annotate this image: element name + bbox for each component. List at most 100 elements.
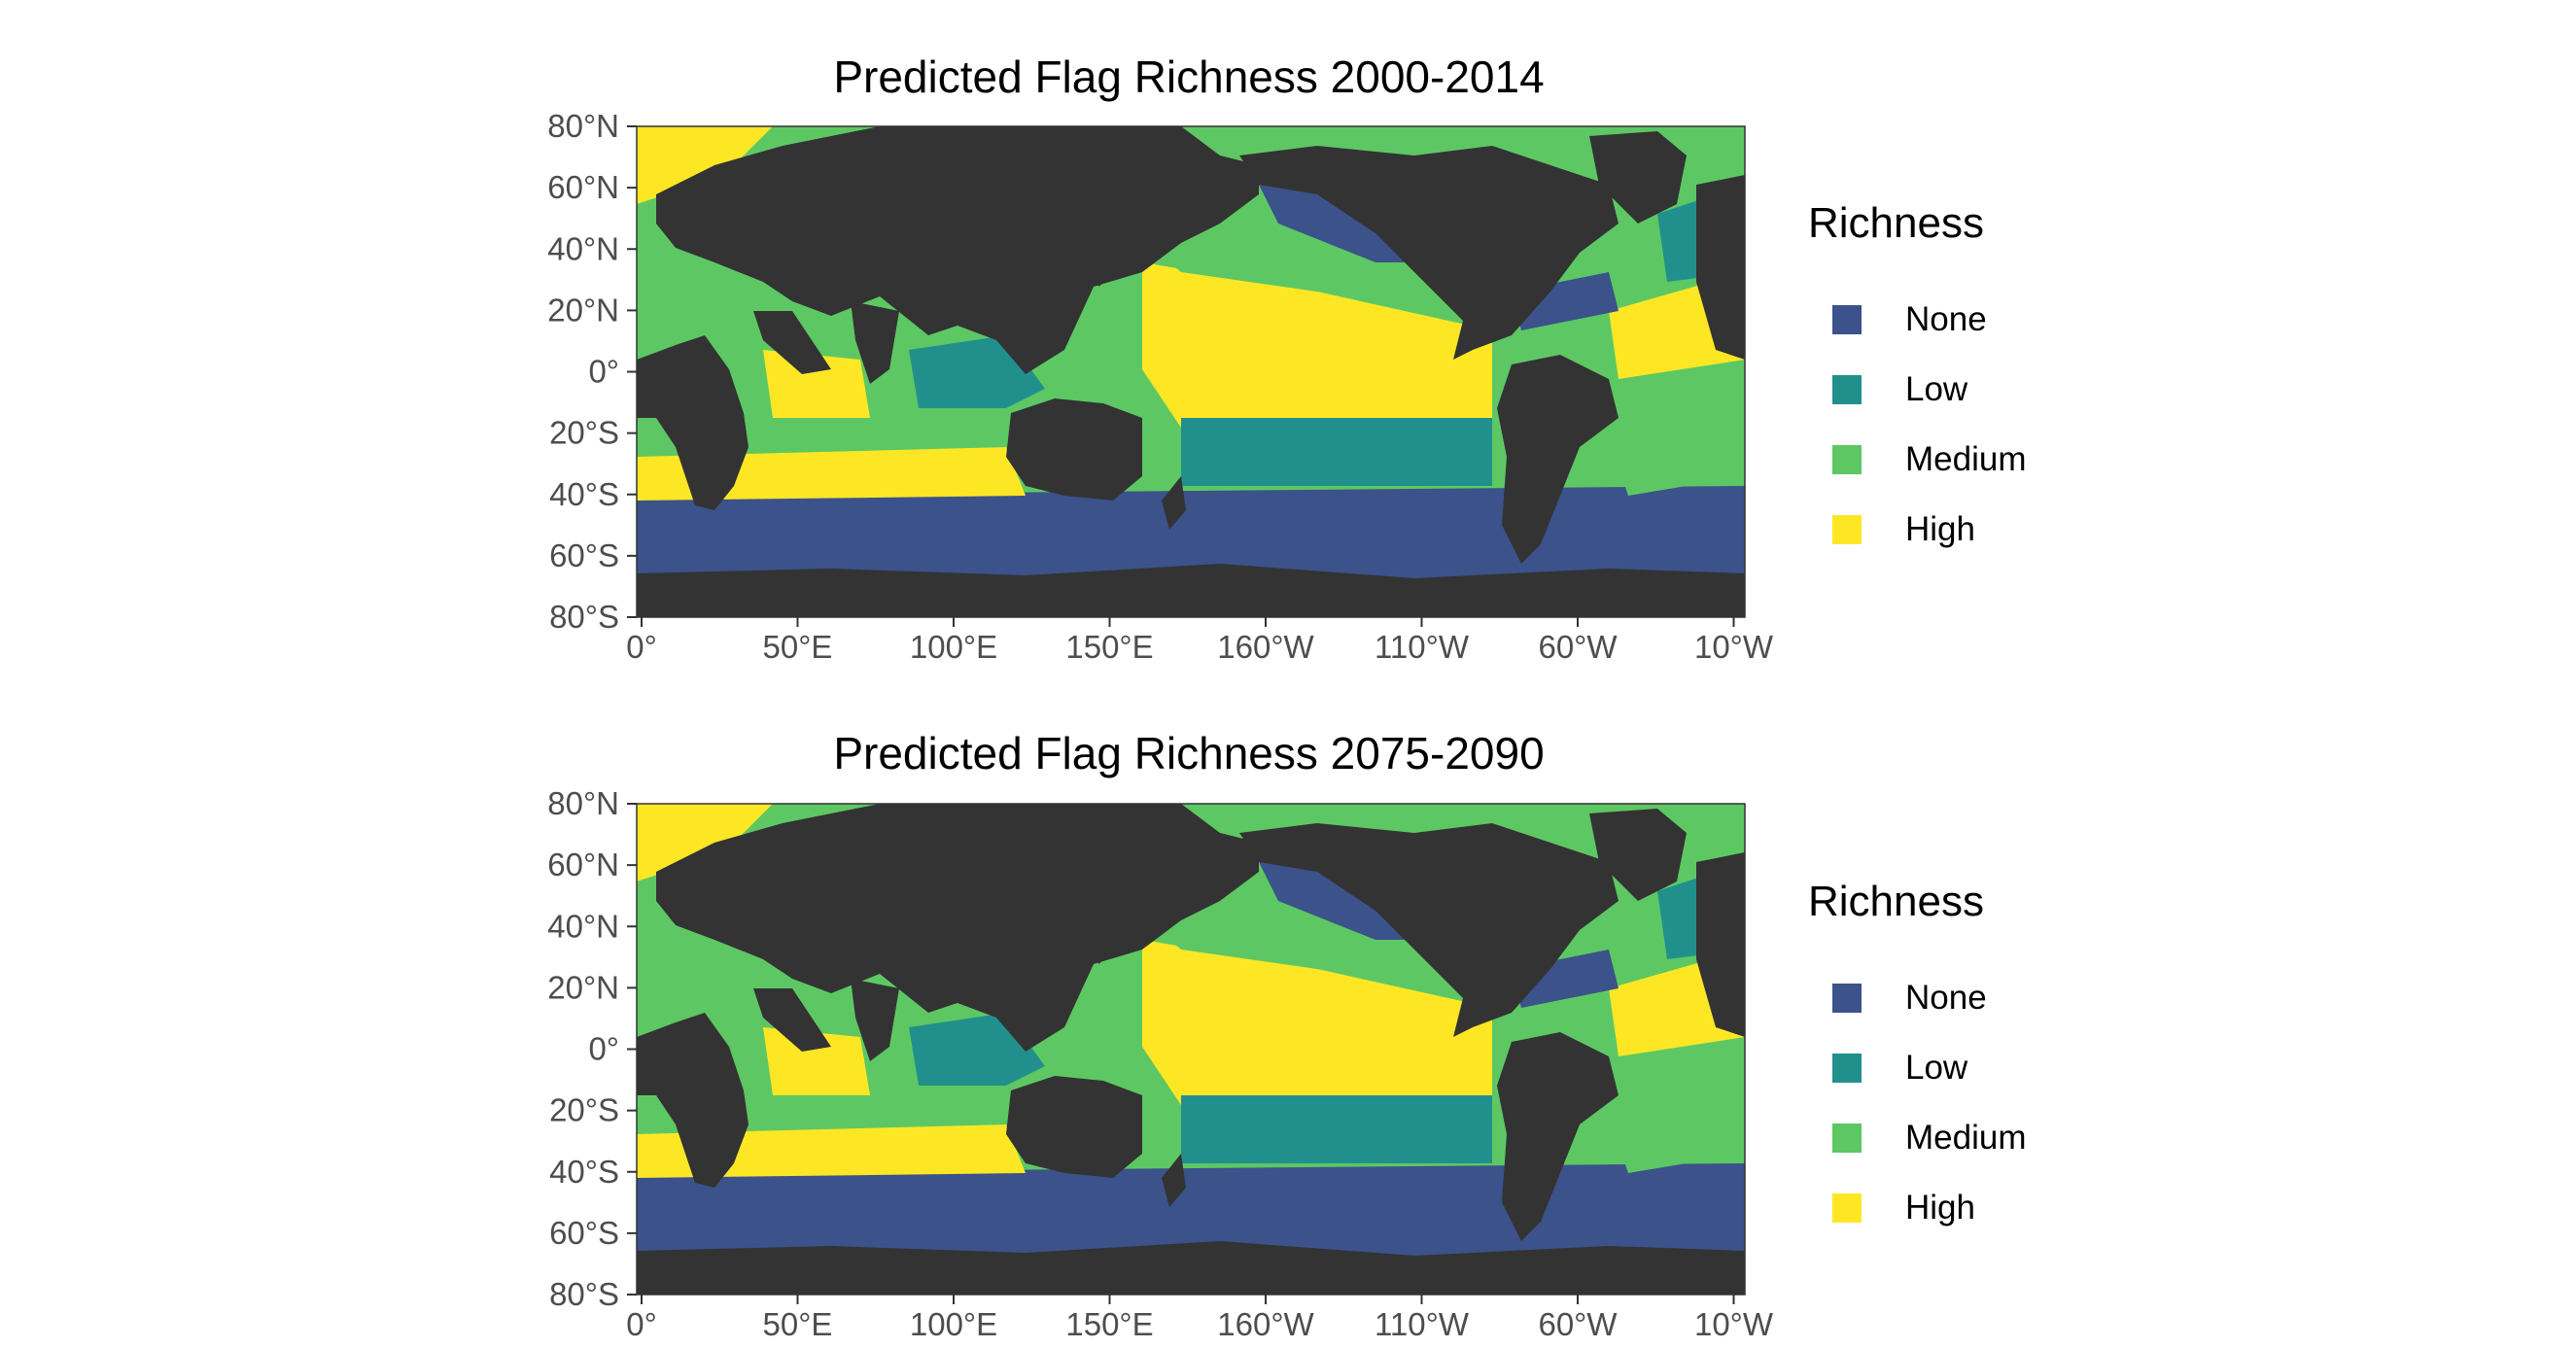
y-tick-label: 40°N (547, 230, 619, 266)
x-tick-label: 0° (626, 1306, 657, 1342)
x-tick-label: 110°W (1375, 629, 1470, 665)
legend-label: None (1905, 300, 1987, 338)
x-tick-label: 10°W (1694, 629, 1774, 665)
map-plot-area: 80°N60°N40°N20°N0°20°S40°S60°S80°S0° 50°E… (547, 785, 1774, 1342)
land-mass (637, 1241, 1745, 1295)
land-mass (637, 1013, 748, 1188)
x-tick-label: 60°W (1538, 629, 1618, 665)
legend-1: Richness None Low Medium High (1808, 199, 2119, 565)
land-mass (753, 988, 831, 1052)
legend-item-medium-1: Medium (1808, 425, 2119, 495)
map-plot-area: 80°N60°N40°N20°N0°20°S40°S60°S80°S0° 50°E… (547, 108, 1774, 665)
legend-title-2: Richness (1808, 878, 1984, 925)
land-mass (637, 564, 1745, 617)
x-tick-label: 60°W (1538, 1306, 1618, 1342)
x-tick-label: 50°E (763, 629, 833, 665)
y-tick-label: 20°N (547, 969, 619, 1005)
legend-label: Low (1905, 1049, 1968, 1087)
richness-region (753, 408, 1006, 452)
richness-region (763, 350, 870, 418)
richness-region (1123, 891, 1444, 969)
y-tick-label: 20°S (549, 1092, 619, 1128)
x-tick-label: 160°W (1217, 1306, 1314, 1342)
legend-item-medium-2: Medium (1808, 1103, 2119, 1173)
legend-swatch (1832, 515, 1862, 544)
land-mass (1589, 809, 1687, 901)
x-tick-label: 10°W (1694, 1306, 1774, 1342)
legend-label: High (1905, 1189, 1975, 1227)
land-mass (1094, 911, 1123, 964)
legend-swatch (1832, 1193, 1862, 1223)
land-mass (1162, 1154, 1186, 1207)
legend-item-low-2: Low (1808, 1033, 2119, 1103)
land-mass (1497, 355, 1619, 564)
land-mass (1696, 852, 1745, 1037)
y-tick-label: 40°S (549, 1154, 619, 1190)
legend-2: Richness None Low Medium High (1808, 878, 2119, 1243)
land-mass (637, 335, 748, 510)
y-tick-label: 80°S (549, 1276, 619, 1312)
legend-swatch (1832, 1054, 1862, 1083)
land-mass (1239, 146, 1619, 360)
map-title-2: Predicted Flag Richness 2075-2090 (833, 728, 1545, 778)
y-tick-label: 80°N (547, 108, 619, 144)
y-tick-label: 40°S (549, 476, 619, 512)
legend-item-low-1: Low (1808, 355, 2119, 425)
legend-swatch (1832, 445, 1862, 474)
land-mass (1497, 1032, 1619, 1241)
legend-swatch (1832, 305, 1862, 334)
legend-label: Medium (1905, 1119, 2027, 1157)
land-mass (1006, 398, 1142, 501)
x-tick-label: 0° (626, 629, 657, 665)
map-panel-2: 80°N60°N40°N20°N0°20°S40°S60°S80°S0° 50°E… (547, 785, 1774, 1342)
land-mass (753, 311, 831, 374)
land-mass (656, 804, 1259, 1052)
y-tick-label: 60°S (549, 537, 619, 573)
richness-region (637, 126, 773, 204)
legend-item-none-1: None (1808, 285, 2119, 355)
y-tick-label: 60°N (547, 169, 619, 205)
richness-region (1123, 214, 1444, 292)
land-mass (1696, 175, 1745, 360)
richness-region (1181, 1095, 1492, 1163)
x-tick-label: 100°E (910, 1306, 997, 1342)
land-mass (1239, 823, 1619, 1037)
legend-swatch (1832, 984, 1862, 1013)
legend-item-none-2: None (1808, 963, 2119, 1033)
land-mass (1589, 131, 1687, 224)
legend-swatch (1832, 1123, 1862, 1153)
land-mass (1094, 233, 1123, 287)
land-mass (851, 979, 899, 1061)
x-tick-label: 100°E (910, 629, 997, 665)
map-title-1: Predicted Flag Richness 2000-2014 (833, 52, 1545, 102)
legend-label: Medium (1905, 440, 2027, 478)
land-mass (1162, 476, 1186, 530)
y-tick-label: 0° (588, 1031, 619, 1067)
land-mass (851, 301, 899, 384)
legend-swatch (1832, 375, 1862, 404)
legend-item-high-2: High (1808, 1173, 2119, 1243)
richness-region (1181, 418, 1492, 486)
richness-region (1142, 262, 1492, 447)
x-tick-label: 150°E (1065, 629, 1153, 665)
richness-region (637, 1163, 1745, 1261)
y-tick-label: 60°N (547, 847, 619, 882)
richness-region (763, 1027, 870, 1095)
y-tick-label: 20°N (547, 292, 619, 328)
y-tick-label: 80°S (549, 599, 619, 635)
richness-region (637, 804, 773, 881)
legend-label: High (1905, 510, 1975, 548)
y-tick-label: 80°N (547, 785, 619, 821)
legend-title-1: Richness (1808, 199, 1984, 247)
y-tick-label: 20°S (549, 415, 619, 451)
legend-item-high-1: High (1808, 495, 2119, 565)
map-panel-1: 80°N60°N40°N20°N0°20°S40°S60°S80°S0° 50°E… (547, 108, 1774, 665)
x-tick-label: 50°E (763, 1306, 833, 1342)
richness-region (1142, 940, 1492, 1124)
y-tick-label: 40°N (547, 908, 619, 944)
legend-label: None (1905, 979, 1987, 1017)
richness-region (637, 486, 1745, 583)
richness-region (753, 1086, 1006, 1129)
y-tick-label: 60°S (549, 1215, 619, 1251)
land-mass (1006, 1076, 1142, 1178)
